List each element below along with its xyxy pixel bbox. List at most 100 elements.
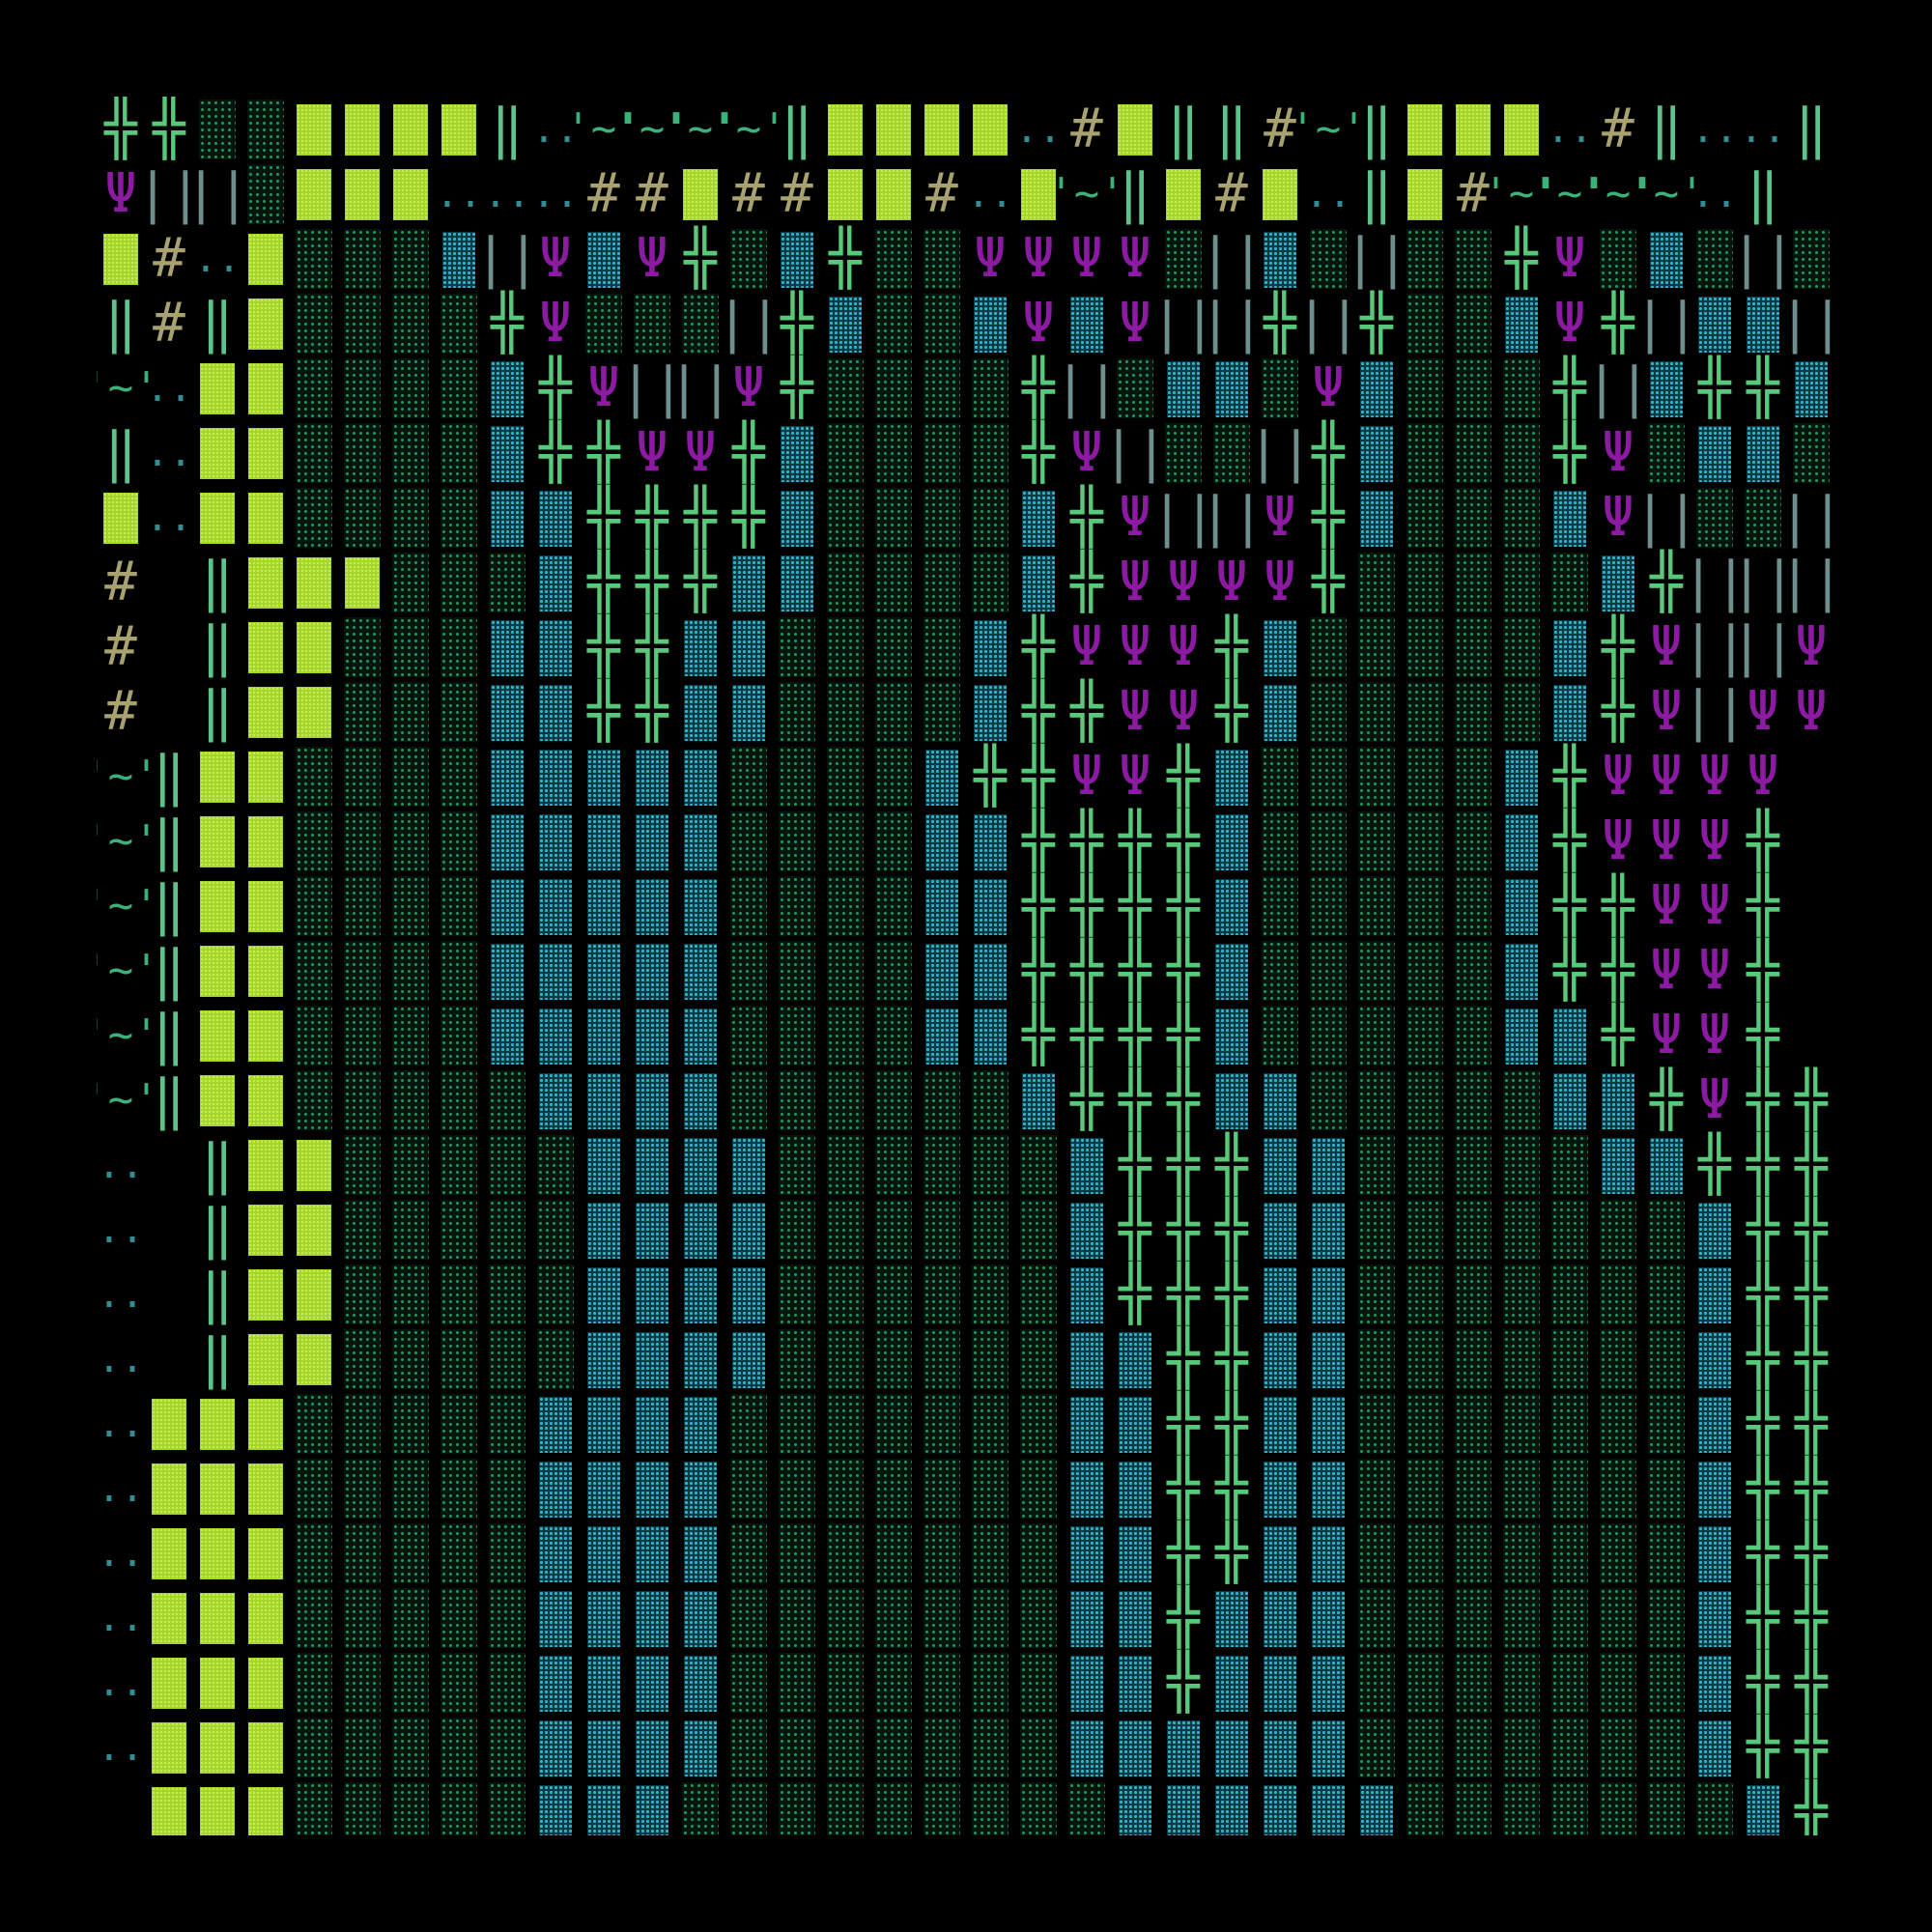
water-tile-fill [587,1266,620,1323]
grass-tile-fill [392,357,429,418]
cross-tile: ╬ [1159,1391,1208,1456]
bars-tile-glyph: || [1151,291,1216,355]
cross-tile: ╬ [1739,1585,1787,1650]
dots-tile-glyph: .. [145,430,193,475]
grass-tile [1546,1132,1594,1197]
grass-tile-fill [1503,1717,1540,1777]
grass-tile [1401,1650,1449,1715]
grass-tile-fill [1068,1781,1105,1835]
water-tile-fill [1264,1396,1296,1453]
water-tile [1304,1779,1352,1835]
cross-tile-glyph: ╬ [1167,1520,1200,1584]
grass-tile-fill [1551,1199,1588,1260]
grass-tile-fill [1310,228,1347,289]
water-tile [1063,1650,1111,1715]
bars-tile-glyph: || [668,355,733,419]
cross-tile-glyph: ╬ [1022,744,1055,808]
grass-tile-fill [1551,1328,1588,1389]
grass-tile [1449,1520,1497,1585]
trident-tile: Ψ [628,226,676,291]
water-tile [1014,550,1063,614]
grass-tile-fill [779,616,815,677]
water-tile [531,679,580,744]
grass-tile-fill [875,357,912,418]
grass-tile [483,550,531,614]
grass-tile [1497,1779,1546,1835]
water-tile-fill [1070,296,1103,353]
trident-tile: Ψ [1014,291,1063,355]
cross-tile-glyph: ╬ [1747,873,1779,937]
grass-tile-fill [1455,293,1492,354]
trident-tile-glyph: Ψ [1070,420,1103,484]
pipe-tile: ‖ [193,614,242,679]
water-tile [628,1003,676,1067]
water-tile-fill [1264,1461,1296,1518]
water-tile-fill [1505,943,1538,1000]
dots-tile: .. [193,226,242,291]
cross-tile-glyph: ╬ [1602,1003,1634,1066]
grass-tile [435,1650,483,1715]
grass-tile-fill [392,1134,429,1195]
trident-tile: Ψ [1546,291,1594,355]
grass-tile [435,1585,483,1650]
grass-tile [1014,1456,1063,1520]
grass-tile [338,1650,386,1715]
bars-tile-glyph: || [1199,485,1264,549]
grass-tile-fill [923,357,960,418]
grass-tile-fill [779,875,815,936]
cross-tile: ╬ [1739,1067,1787,1132]
grass-tile-fill [344,1781,381,1835]
grass-tile-fill [344,1522,381,1583]
water-tile [1063,1456,1111,1520]
cross-tile: ╬ [1594,873,1642,938]
block-tile [290,1262,338,1326]
bars-tile-glyph: || [185,161,250,225]
pipe-tile: ‖ [483,97,531,161]
grass-tile-fill [1551,1134,1588,1195]
pipe-tile: ‖ [145,809,193,873]
cross-tile: ╬ [1787,1326,1835,1391]
cross-tile: ╬ [1014,420,1063,485]
wave-tile: '~' [97,938,159,1003]
grass-tile-fill [1503,552,1540,612]
grass-tile [1401,485,1449,550]
water-tile [1063,1326,1111,1391]
bars-tile: || [1199,291,1264,355]
grass-tile [1256,873,1304,938]
grass-tile-fill [730,1005,767,1065]
trident-tile: Ψ [1690,938,1739,1003]
dots-tile-glyph: .. [1690,171,1739,216]
trident-tile: Ψ [1642,679,1690,744]
block-tile [821,97,869,161]
cross-tile-glyph: ╬ [1167,1003,1200,1066]
cross-tile: ╬ [628,550,676,614]
cross-tile: ╬ [1739,1003,1787,1067]
water-tile [531,485,580,550]
water-tile-fill [636,1008,668,1065]
grass-tile [1208,420,1256,485]
water-tile-fill [539,1396,572,1453]
water-tile [1690,1715,1739,1779]
wave-tile: '~' [613,97,690,161]
trident-tile: Ψ [1594,420,1642,485]
game-map-viewport[interactable]: ╬ ╬ ‖.. '~' '~' '~' '~' ‖.. # ‖ ‖ # '~' ‖.. # ‖.... ‖ Ψ ||… [97,97,1835,1835]
water-tile [1063,1262,1111,1326]
cross-tile: ╬ [1159,1520,1208,1585]
water-tile-fill [1698,1331,1731,1388]
bars-tile: || [1682,550,1747,614]
grass-tile [386,679,435,744]
water-tile-fill [1312,1396,1345,1453]
grass-tile-fill [1358,940,1395,1001]
water-tile [821,291,869,355]
grass-tile-fill [1020,1781,1057,1835]
grass-tile-fill [972,1134,1009,1195]
water-tile-fill [1553,684,1586,741]
block-tile-fill [1021,169,1056,220]
grass-tile-fill [247,99,284,159]
grass-tile-fill [923,293,960,354]
cross-tile-glyph: ╬ [1795,1779,1828,1835]
pipe-tile-glyph: ‖ [201,291,234,355]
water-tile-fill [587,1396,620,1453]
grass-tile [773,1326,821,1391]
grass-tile [1401,420,1449,485]
